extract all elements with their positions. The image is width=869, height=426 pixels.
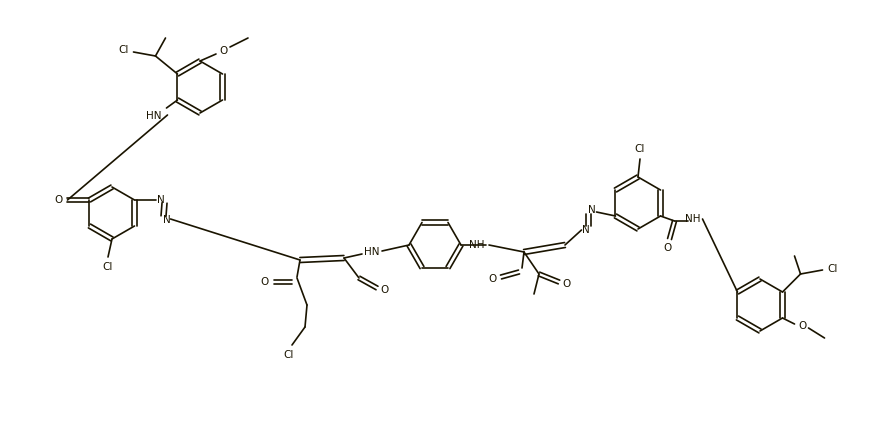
Text: Cl: Cl: [103, 262, 113, 272]
Text: Cl: Cl: [634, 144, 645, 154]
Text: O: O: [562, 279, 570, 289]
Text: N: N: [587, 205, 594, 215]
Text: O: O: [261, 277, 269, 287]
Text: O: O: [220, 46, 228, 56]
Text: HN: HN: [146, 111, 161, 121]
Text: NH: NH: [468, 240, 484, 250]
Text: O: O: [798, 321, 806, 331]
Text: N: N: [581, 225, 588, 235]
Text: N: N: [156, 195, 164, 205]
Text: N: N: [163, 215, 170, 225]
Text: O: O: [381, 285, 388, 295]
Text: O: O: [54, 195, 63, 205]
Text: Cl: Cl: [118, 45, 129, 55]
Text: Cl: Cl: [283, 350, 294, 360]
Text: HN: HN: [364, 247, 379, 257]
Text: NH: NH: [684, 214, 700, 224]
Text: O: O: [663, 243, 671, 253]
Text: O: O: [488, 274, 496, 284]
Text: Cl: Cl: [826, 264, 837, 274]
